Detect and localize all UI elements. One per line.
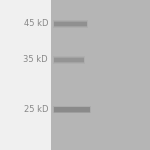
Bar <box>54 22 87 26</box>
Bar <box>53 56 85 64</box>
Bar <box>51 0 150 150</box>
Bar <box>54 107 90 112</box>
Bar <box>54 58 84 62</box>
Bar <box>54 21 87 27</box>
Bar <box>53 20 88 28</box>
Text: 25 kD: 25 kD <box>24 105 48 114</box>
Text: 45 kD: 45 kD <box>24 20 48 28</box>
Text: 35 kD: 35 kD <box>23 56 48 64</box>
Bar <box>53 106 91 113</box>
Bar <box>54 106 90 112</box>
Bar <box>54 57 84 63</box>
